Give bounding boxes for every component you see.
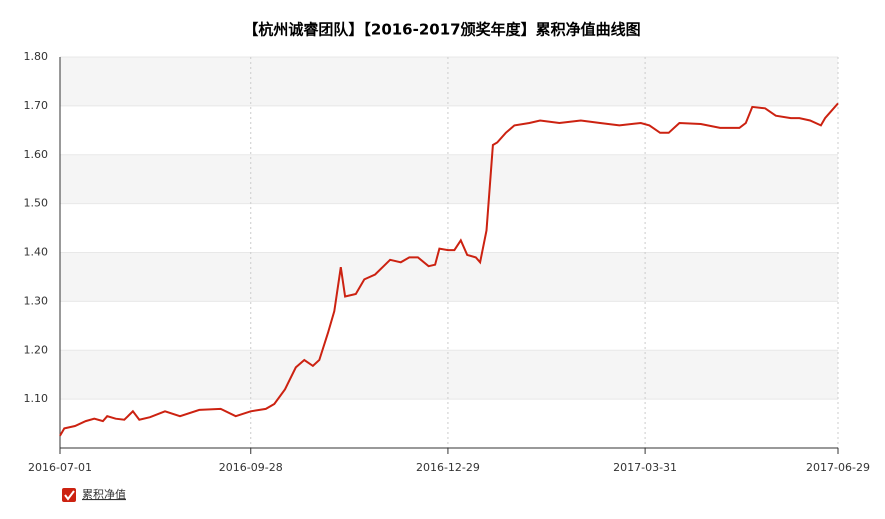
y-tick-label: 1.30 [24, 294, 49, 307]
grid-band [60, 57, 838, 106]
x-tick-label: 2017-03-31 [613, 461, 677, 474]
y-tick-label: 1.10 [24, 392, 49, 405]
x-tick-label: 2016-12-29 [416, 461, 480, 474]
x-tick-label: 2016-09-28 [219, 461, 283, 474]
y-tick-label: 1.40 [24, 246, 49, 259]
legend-swatch [62, 488, 76, 502]
y-tick-label: 1.80 [24, 50, 49, 63]
y-tick-label: 1.50 [24, 197, 49, 210]
x-tick-label: 2017-06-29 [806, 461, 870, 474]
grid-band [60, 350, 838, 400]
x-tick-label: 2016-07-01 [28, 461, 92, 474]
data-line [59, 102, 839, 437]
grid-band [60, 154, 838, 204]
chart-title: 【杭州诚睿团队】【2016-2017颁奖年度】累积净值曲线图 [243, 21, 640, 39]
y-tick-label: 1.70 [24, 99, 49, 112]
legend-label: 累积净值 [82, 487, 126, 501]
legend-check [64, 490, 75, 501]
y-tick-label: 1.20 [24, 343, 49, 356]
grid-band [60, 252, 838, 302]
y-tick-label: 1.60 [24, 148, 49, 161]
